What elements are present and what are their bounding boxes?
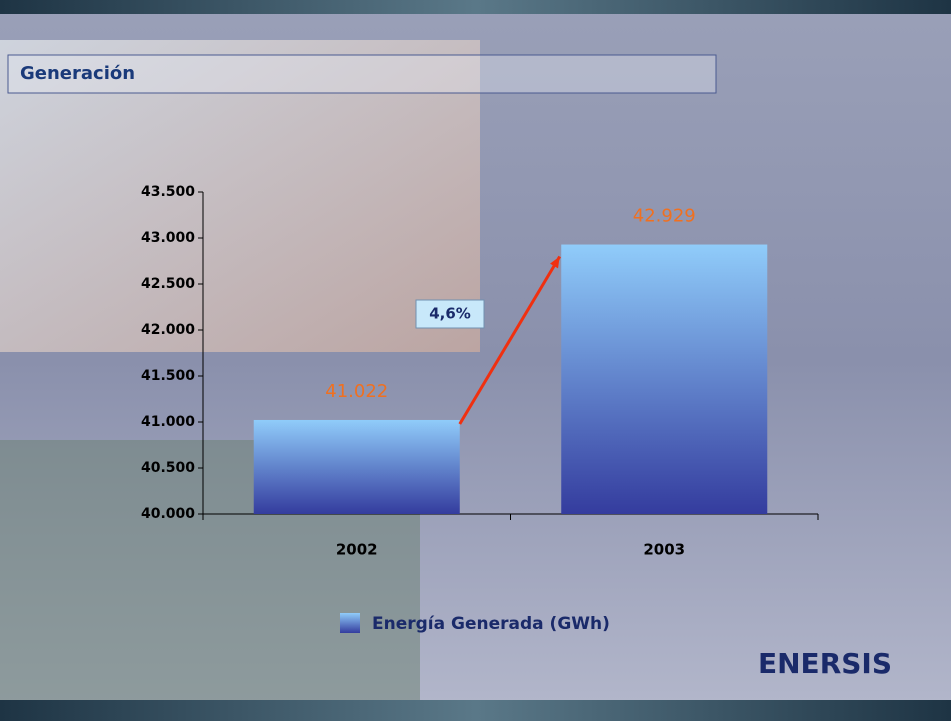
y-tick-label: 42.500 xyxy=(141,276,195,292)
title-box xyxy=(7,54,717,94)
y-tick-label: 41.500 xyxy=(141,368,195,384)
top-bar xyxy=(0,0,951,14)
y-tick-label: 43.500 xyxy=(141,184,195,200)
photo xyxy=(0,40,480,352)
value-label: 42.929 xyxy=(633,206,696,227)
y-tick-label: 41.000 xyxy=(141,414,195,430)
x-tick-label: 2003 xyxy=(643,541,685,559)
y-tick-label: 40.500 xyxy=(141,460,195,476)
legend-swatch xyxy=(340,613,360,633)
bar xyxy=(253,419,460,514)
bottom-bar xyxy=(0,700,951,721)
logo: ENERSIS xyxy=(758,647,892,680)
x-tick-label: 2002 xyxy=(336,541,378,559)
growth-arrow xyxy=(458,255,561,425)
y-tick-label: 40.000 xyxy=(141,506,195,522)
chart-title: Generación xyxy=(20,63,135,84)
growth-arrow-head xyxy=(550,256,560,269)
value-label: 41.022 xyxy=(325,381,388,402)
bar xyxy=(561,244,768,515)
y-tick-label: 43.000 xyxy=(141,230,195,246)
annotation: 4,6% xyxy=(429,305,471,323)
annotation-box xyxy=(415,299,485,329)
legend-label: Energía Generada (GWh) xyxy=(372,614,610,634)
y-tick-label: 42.000 xyxy=(141,322,195,338)
